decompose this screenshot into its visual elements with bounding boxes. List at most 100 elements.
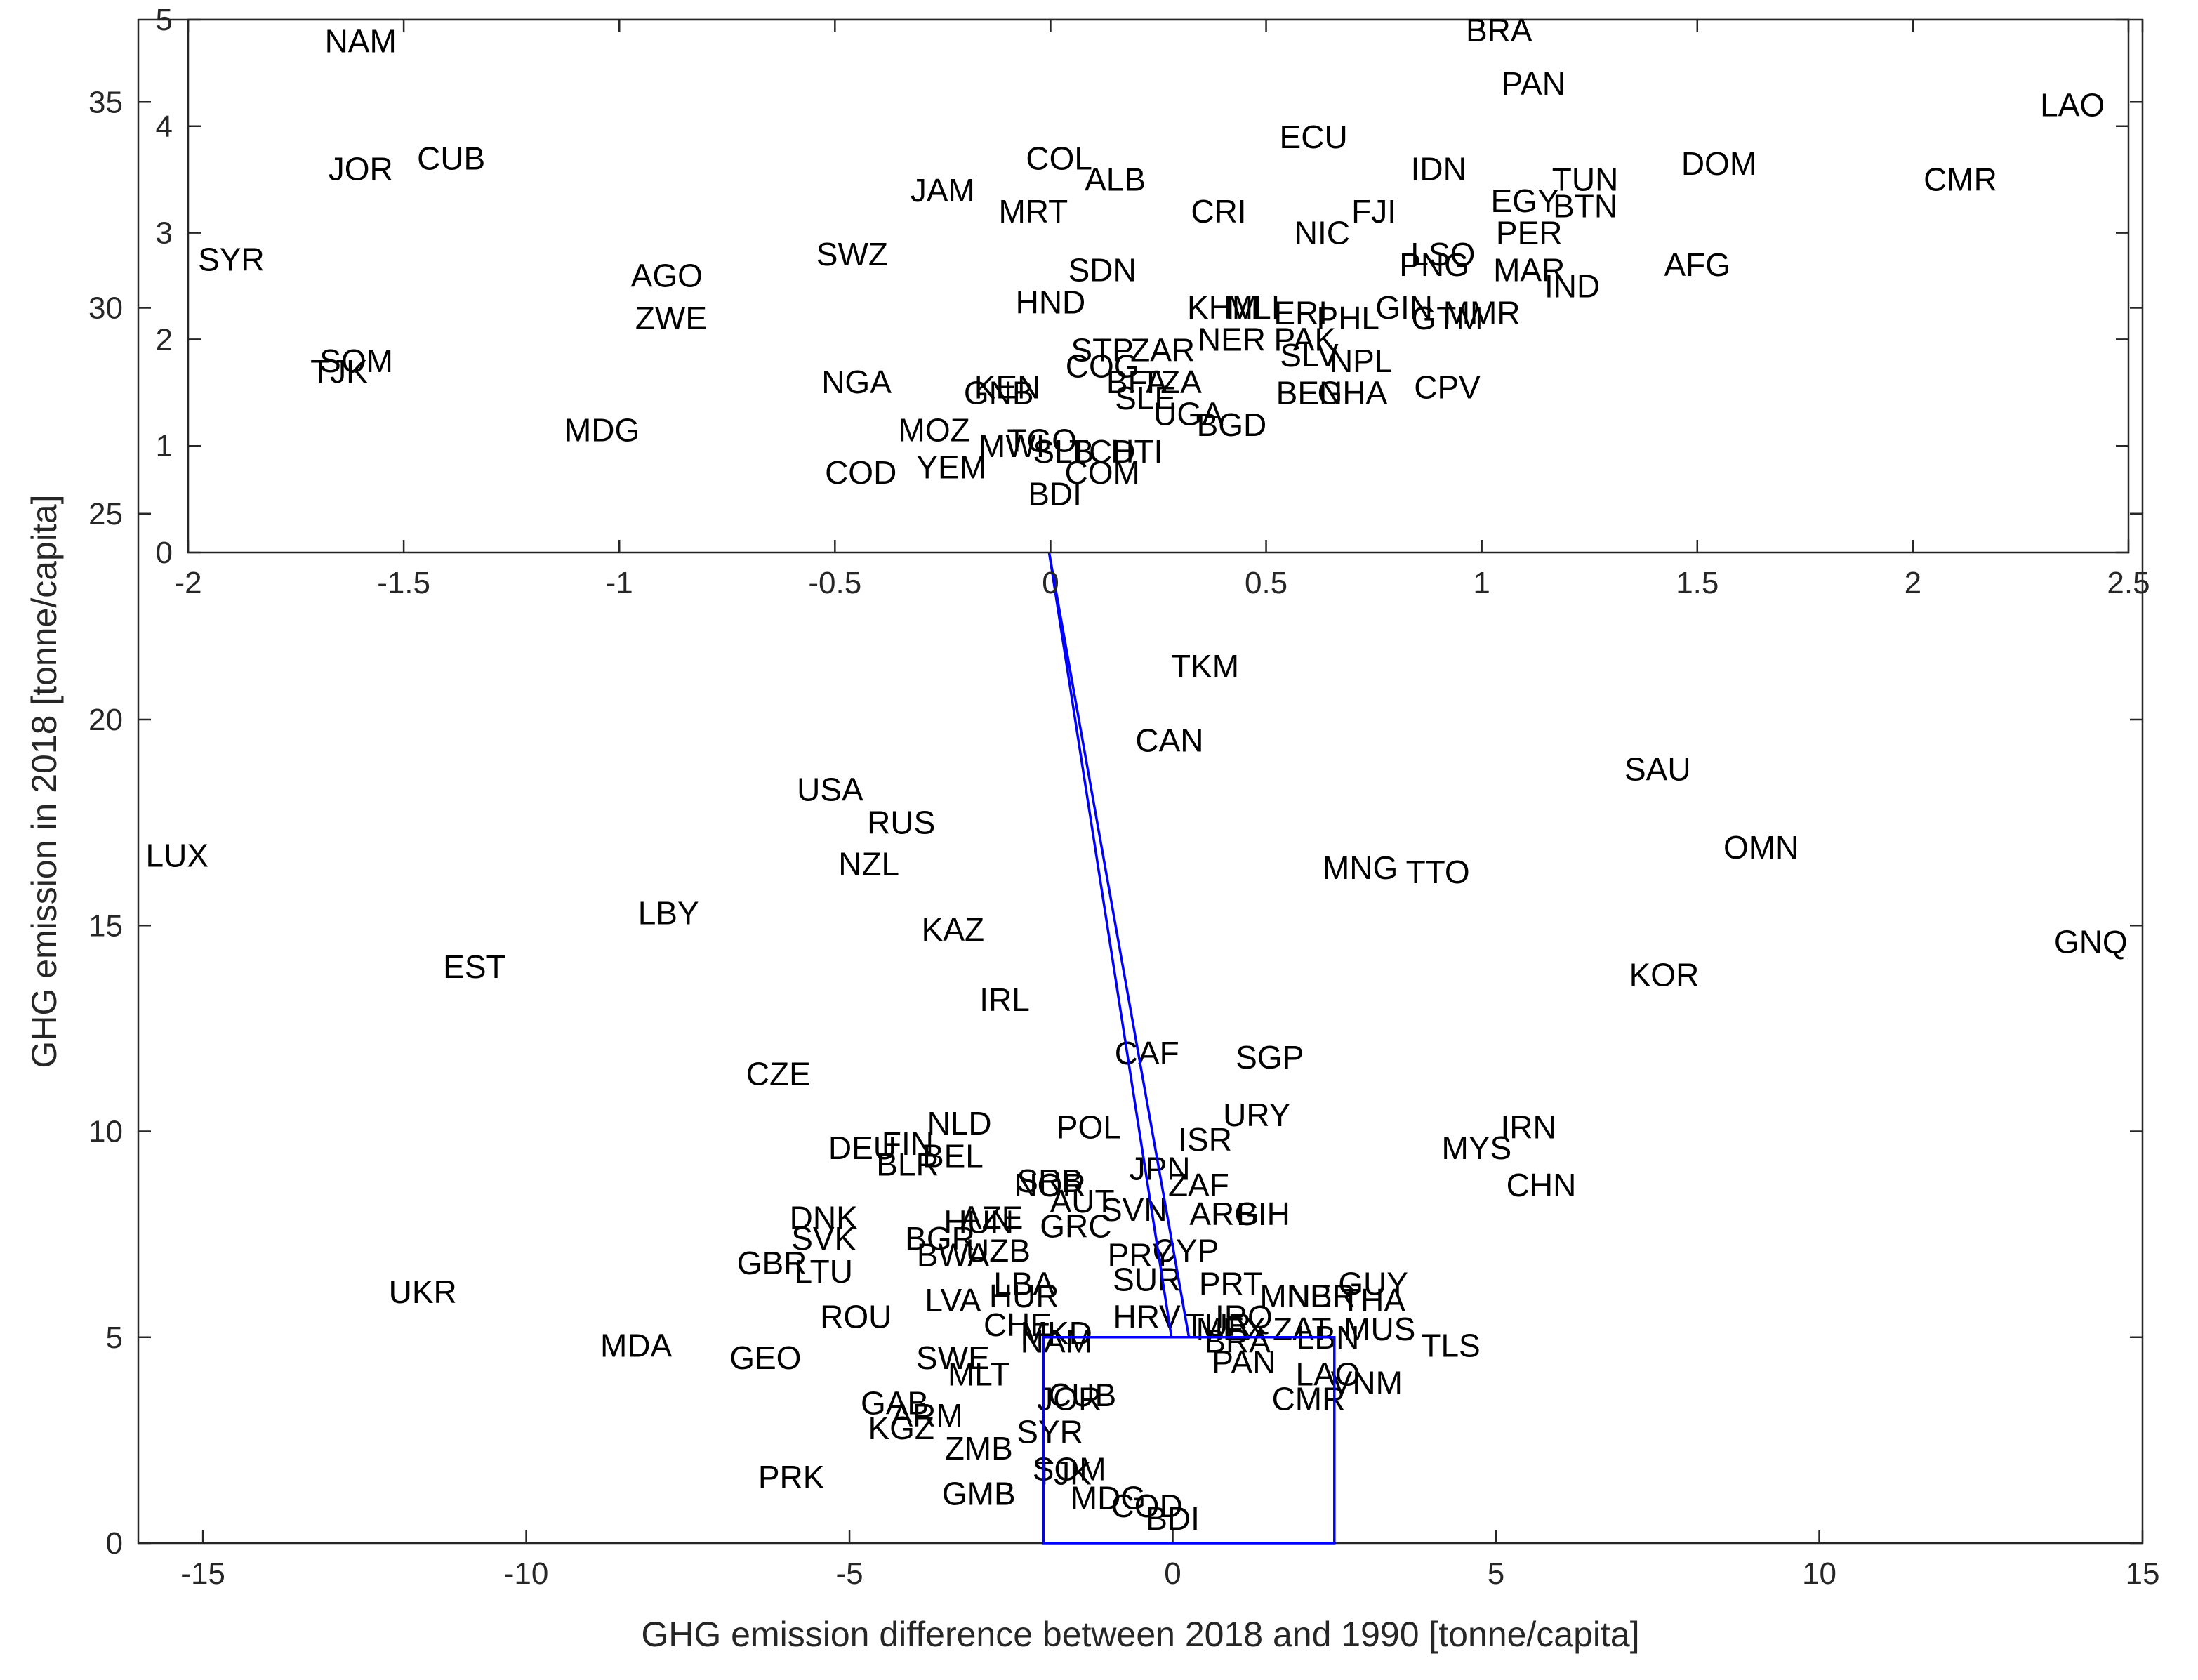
point-label: BTN: [1553, 188, 1617, 225]
point-label: TGO: [1007, 423, 1077, 459]
point-label: DNK: [790, 1200, 858, 1236]
x-tick-label: 0: [1164, 1556, 1181, 1591]
x-tick-label: 10: [1802, 1556, 1836, 1591]
point-label: SWE: [916, 1340, 990, 1376]
point-label: LSO: [1410, 236, 1475, 272]
point-label: DOM: [1681, 145, 1756, 182]
point-label: CMR: [1272, 1381, 1346, 1417]
point-label: BIH: [1236, 1196, 1290, 1232]
point-label: SYR: [198, 242, 265, 278]
point-label: NZL: [838, 845, 899, 882]
point-label: LUX: [146, 838, 208, 874]
point-label: POL: [1057, 1109, 1121, 1146]
point-label: MDG: [564, 411, 640, 448]
point-label: ZWE: [635, 300, 707, 336]
point-label: CRI: [1191, 193, 1246, 230]
point-label: PHL: [1317, 300, 1379, 336]
point-label: CZE: [746, 1055, 811, 1092]
x-tick-label: 1: [1473, 566, 1490, 600]
point-label: JOR: [329, 151, 393, 187]
point-label: SOM: [319, 343, 393, 379]
point-label: CUB: [1048, 1377, 1116, 1413]
point-label: SGP: [1236, 1039, 1304, 1076]
point-label: BRA: [1466, 12, 1532, 48]
point-label: LTU: [794, 1253, 853, 1290]
point-label: USA: [797, 772, 863, 808]
point-label: NPL: [1330, 343, 1392, 379]
y-tick-label: 20: [88, 703, 123, 737]
point-label: COD: [1111, 1488, 1183, 1524]
point-label: MNE: [1259, 1278, 1331, 1314]
y-tick-label: 35: [88, 85, 123, 119]
point-label: SAU: [1624, 750, 1691, 787]
x-tick-label: -1: [606, 566, 633, 600]
point-label: GEO: [729, 1340, 801, 1376]
point-label: KGZ: [868, 1410, 934, 1446]
plot-area: [188, 20, 2129, 553]
y-axis-title: GHG emission in 2018 [tonne/capita]: [25, 494, 64, 1068]
point-label: CUB: [417, 140, 485, 176]
point-label: JAM: [911, 172, 975, 209]
y-tick-label: 5: [156, 3, 173, 37]
point-label: LAO: [1296, 1356, 1360, 1393]
point-label: COG: [1066, 348, 1139, 384]
point-label: GUY: [1338, 1266, 1408, 1302]
point-label: UGA: [1153, 396, 1224, 432]
y-tick-label: 0: [156, 536, 173, 570]
point-label: MEX: [1196, 1311, 1266, 1347]
point-label: BLR: [876, 1146, 939, 1182]
point-label: MWI: [979, 428, 1045, 464]
point-label: ISR: [1178, 1121, 1232, 1158]
point-label: IRL: [979, 981, 1030, 1018]
point-label: CPV: [1414, 369, 1481, 406]
point-label: PAN: [1502, 65, 1565, 102]
point-label: SRB: [1017, 1163, 1083, 1199]
point-label: BGD: [1197, 406, 1267, 443]
point-label: THA: [1341, 1282, 1405, 1318]
point-label: GNQ: [2054, 924, 2128, 960]
point-label: TLS: [1421, 1327, 1480, 1363]
point-label: CMR: [1924, 161, 1997, 198]
point-label: BEN: [1276, 374, 1343, 411]
point-label: NGA: [821, 364, 892, 400]
point-label: NOR: [1014, 1167, 1085, 1203]
point-label: ZAF: [1168, 1167, 1229, 1203]
x-tick-label: -0.5: [808, 566, 861, 600]
point-label: MLT: [948, 1356, 1010, 1393]
point-label: PRT: [1199, 1266, 1263, 1302]
point-label: UZB: [966, 1233, 1031, 1269]
point-label: GTM: [1411, 300, 1483, 336]
x-tick-label: -2: [174, 566, 201, 600]
point-label: COD: [825, 454, 896, 491]
y-tick-label: 1: [156, 429, 173, 463]
y-tick-label: 3: [156, 216, 173, 251]
point-label: LVA: [925, 1282, 981, 1318]
point-label: YEM: [916, 449, 986, 486]
point-label: SWZ: [816, 236, 888, 272]
point-label: MYS: [1442, 1130, 1512, 1166]
axes-frame: [187, 18, 2130, 554]
point-label: ZMB: [945, 1430, 1013, 1467]
point-label: FJI: [1351, 193, 1396, 230]
y-tick-label: 0: [106, 1526, 123, 1561]
point-label: JOR: [1037, 1381, 1101, 1417]
point-label: NIC: [1295, 215, 1350, 251]
point-label: PNG: [1399, 246, 1469, 283]
point-label: VNM: [1331, 1364, 1403, 1401]
point-label: GHA: [1318, 374, 1388, 411]
y-tick-label: 2: [156, 322, 173, 357]
point-label: NAM: [1021, 1323, 1092, 1360]
point-label: IRQ: [1215, 1298, 1273, 1335]
x-tick-label: 0.5: [1245, 566, 1287, 600]
point-label: MDA: [600, 1327, 673, 1363]
point-label: BRA: [1204, 1323, 1271, 1360]
point-label: GIN: [1375, 289, 1433, 326]
point-label: BGR: [905, 1220, 975, 1257]
point-label: URY: [1223, 1097, 1290, 1133]
point-label: IND: [1544, 268, 1600, 305]
point-label: KAZ: [922, 911, 984, 948]
point-label: ROU: [820, 1298, 892, 1335]
point-label: KHM: [1187, 289, 1259, 326]
point-label: BDI: [1028, 476, 1082, 512]
point-label: ZAT: [1273, 1311, 1331, 1347]
